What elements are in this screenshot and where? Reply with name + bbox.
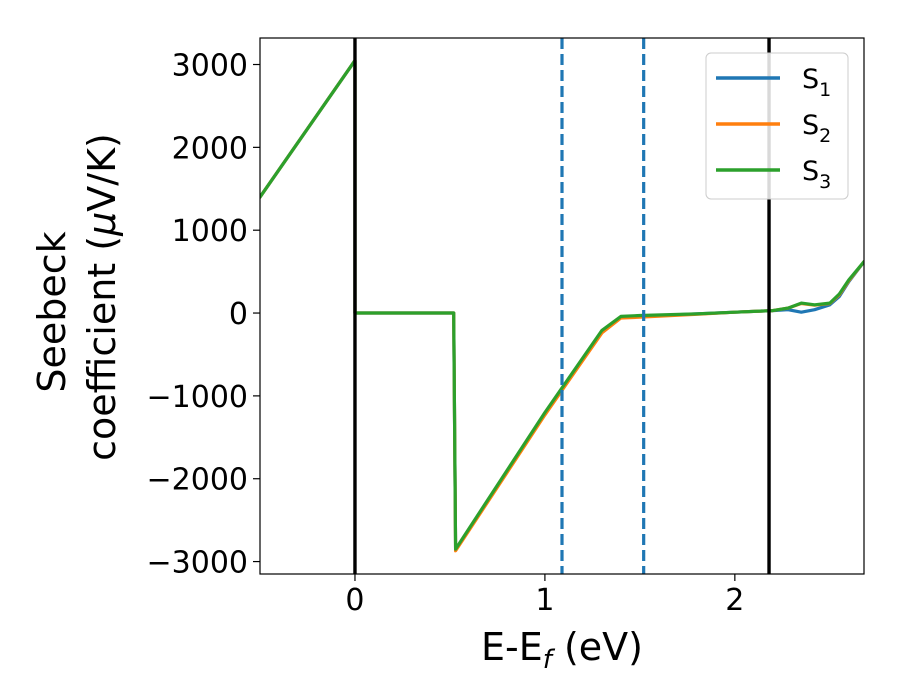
x-tick-label: 0	[345, 583, 364, 618]
legend-box	[705, 52, 849, 200]
y-axis-title-text: coefficient (	[80, 236, 124, 461]
legend-label-s2: S2	[802, 110, 831, 147]
x-axis-title: E-Ef (eV)	[481, 625, 643, 675]
plot-frame	[259, 37, 865, 575]
x-tick-label: 2	[725, 583, 744, 618]
y-axis-title-mu: μ	[80, 212, 124, 237]
y-tick-label: 1000	[172, 214, 248, 249]
y-tick-label: −3000	[147, 546, 248, 581]
y-tick-label: −2000	[147, 463, 248, 498]
x-axis-title-unit: (eV)	[552, 625, 643, 669]
y-tick-label: 3000	[172, 49, 248, 84]
y-tick-label: −1000	[147, 380, 248, 415]
x-axis-title-main: E-E	[481, 625, 543, 669]
legend-label-s1: S1	[802, 64, 831, 101]
y-axis-title-unit: V/K)	[80, 133, 124, 212]
y-tick-label: 0	[229, 297, 248, 332]
legend: S1 S2 S3	[705, 52, 849, 200]
y-axis-title-line2: coefficient (μV/K)	[80, 133, 124, 461]
y-axis-title-line1: Seebeck	[30, 231, 74, 392]
legend-label-s3: S3	[802, 156, 831, 193]
y-tick-label: 2000	[172, 131, 248, 166]
x-tick-label: 1	[535, 583, 554, 618]
series-line-s3	[260, 58, 864, 551]
